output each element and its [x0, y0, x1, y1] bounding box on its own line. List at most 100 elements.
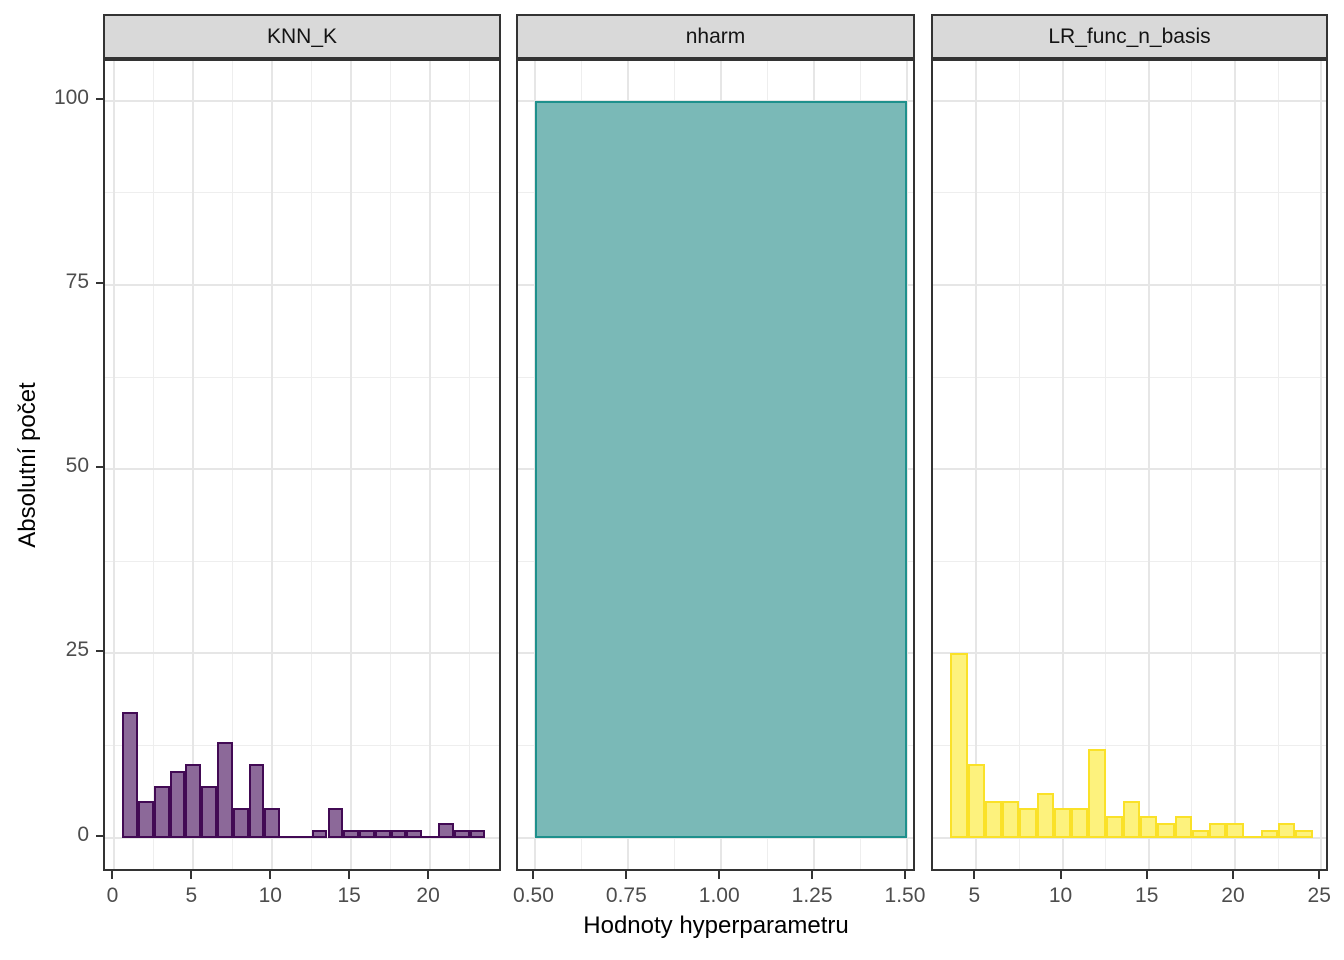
histogram-bar — [1191, 830, 1210, 838]
x-tick-mark — [348, 871, 351, 879]
x-axis-title: Hodnoty hyperparametru — [583, 912, 849, 939]
x-tick-label: 20 — [416, 884, 440, 907]
histogram-bar — [1209, 822, 1227, 838]
gridline-minor-vertical — [1018, 61, 1020, 869]
gridline-major-vertical — [1147, 61, 1150, 869]
gridline-major-vertical — [271, 61, 274, 869]
gridline-major-vertical — [975, 61, 978, 869]
x-axis-ticks: 0.50 0.75 1.00 1.25 1.50 — [513, 871, 925, 931]
x-tick-mark — [532, 871, 535, 879]
facet-strip: LR_func_n_basis — [931, 14, 1328, 59]
gridline-major-horizontal — [105, 468, 499, 471]
histogram-bar — [437, 822, 454, 838]
histogram-bar — [264, 808, 281, 838]
histogram-bar — [1295, 830, 1313, 838]
x-tick-mark — [111, 871, 114, 879]
histogram-bar — [1002, 800, 1020, 838]
x-tick-label: 10 — [1048, 884, 1073, 907]
histogram-bar — [1122, 800, 1141, 838]
histogram-bar — [406, 830, 423, 838]
gridline-minor-vertical — [1191, 61, 1193, 869]
gridline-major-vertical — [192, 61, 195, 869]
y-tick-label: 0 — [77, 822, 89, 846]
histogram-zero-bar — [280, 835, 296, 838]
x-axis-ticks: 5 10 15 20 25 — [931, 871, 1331, 931]
plot-area — [931, 59, 1328, 871]
histogram-bar — [1278, 822, 1296, 838]
x-tick-label: 0.50 — [513, 884, 554, 907]
y-axis: 0 25 50 75 100 — [0, 0, 103, 960]
x-axis-ticks: 0 5 10 15 20 — [103, 871, 501, 931]
gridline-major-vertical — [1061, 61, 1064, 869]
x-tick-mark — [973, 871, 976, 879]
x-tick-mark — [427, 871, 430, 879]
x-tick-mark — [718, 871, 721, 879]
histogram-bar — [1157, 822, 1175, 838]
x-tick-label: 5 — [968, 884, 981, 907]
histogram-bar — [153, 786, 170, 838]
facet-strip-label: nharm — [685, 24, 746, 48]
histogram-bar — [248, 763, 265, 838]
gridline-minor-vertical — [153, 61, 155, 869]
histogram-bar — [359, 830, 375, 838]
y-tick-mark — [96, 650, 103, 653]
gridline-major-horizontal — [105, 284, 499, 286]
x-tick-mark — [1059, 871, 1062, 879]
y-tick-mark — [96, 834, 103, 837]
gridline-minor-horizontal — [105, 376, 499, 378]
y-tick-mark — [96, 282, 103, 284]
histogram-bar — [1088, 749, 1106, 838]
histogram-zero-bar — [1243, 835, 1261, 838]
x-tick-label: 20 — [1221, 884, 1245, 907]
facet-strip-label: KNN_K — [266, 24, 338, 48]
gridline-major-vertical — [429, 61, 432, 869]
gridline-major-horizontal — [518, 836, 913, 839]
x-tick-mark — [903, 871, 906, 879]
x-tick-label: 10 — [258, 884, 282, 907]
gridline-minor-horizontal — [105, 745, 499, 747]
histogram-bar — [469, 830, 486, 838]
x-tick-mark — [811, 871, 814, 879]
histogram-bar — [201, 786, 218, 838]
y-tick-mark — [96, 97, 103, 100]
gridline-minor-vertical — [1277, 61, 1279, 869]
gridline-major-vertical — [1320, 61, 1323, 869]
histogram-zero-bar — [295, 835, 312, 838]
gridline-major-vertical — [350, 61, 353, 869]
histogram-bar — [950, 653, 968, 838]
histogram-bar — [374, 830, 391, 838]
gridline-minor-vertical — [1105, 61, 1107, 869]
x-tick-label: 25 — [1307, 884, 1331, 907]
histogram-bar — [1019, 808, 1037, 838]
x-tick-label: 0.75 — [605, 884, 647, 907]
x-tick-mark — [625, 871, 628, 879]
plot-area — [516, 59, 915, 871]
gridline-major-horizontal — [105, 836, 499, 839]
gridline-minor-horizontal — [105, 560, 499, 562]
x-tick-label: 15 — [337, 884, 361, 907]
gridline-major-horizontal — [933, 99, 1326, 102]
x-tick-label: 5 — [185, 884, 198, 907]
histogram-bar — [311, 830, 328, 838]
x-tick-label: 0 — [106, 884, 119, 907]
gridline-major-horizontal — [105, 652, 499, 655]
histogram-zero-bar — [422, 835, 438, 838]
x-tick-mark — [1318, 871, 1321, 879]
gridline-minor-vertical — [232, 61, 234, 869]
gridline-minor-horizontal — [933, 376, 1326, 378]
y-tick-label: 100 — [53, 85, 89, 109]
histogram-bar — [453, 830, 470, 838]
y-tick-label: 25 — [65, 638, 89, 662]
histogram-bar — [535, 100, 907, 838]
y-tick-label: 75 — [65, 270, 89, 293]
histogram-bar — [967, 763, 985, 838]
histogram-bar — [169, 771, 186, 838]
facet-strip: nharm — [516, 14, 915, 59]
x-tick-label: 1.50 — [884, 884, 926, 907]
gridline-major-vertical — [113, 61, 116, 869]
histogram-bar — [1140, 815, 1158, 838]
histogram-bar — [1174, 815, 1192, 838]
gridline-minor-horizontal — [933, 192, 1326, 194]
x-tick-label: 15 — [1135, 884, 1159, 907]
x-tick-mark — [1231, 871, 1234, 879]
